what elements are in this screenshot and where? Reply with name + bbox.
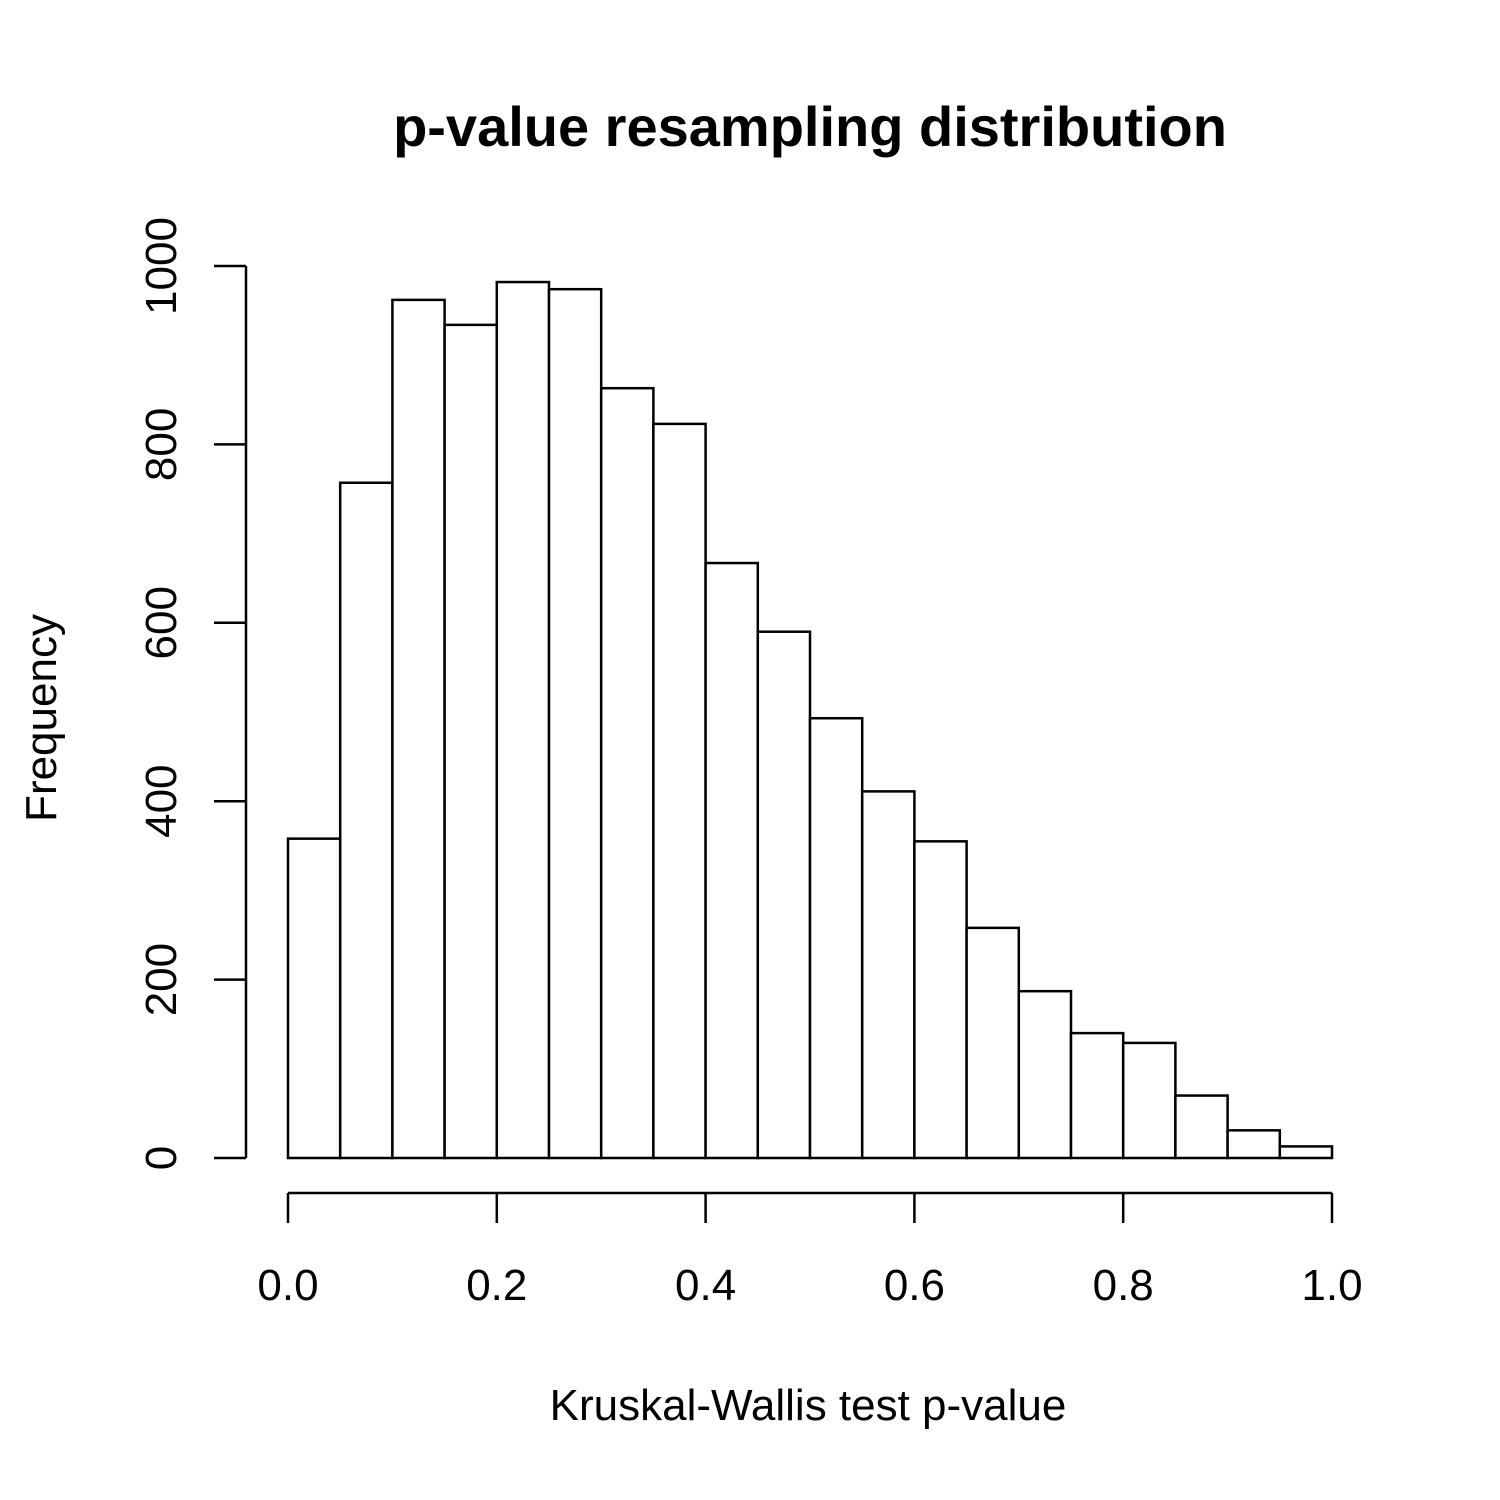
y-tick-label: 400 — [137, 764, 186, 837]
x-axis-label: Kruskal-Wallis test p-value — [550, 1381, 1067, 1430]
histogram-bar — [913, 840, 968, 1160]
y-tick-label: 1000 — [137, 217, 186, 315]
histogram-bar — [1017, 989, 1073, 1160]
y-axis-label: Frequency — [17, 614, 66, 822]
histogram-bar — [808, 716, 864, 1160]
y-tick-label: 800 — [137, 408, 186, 481]
histogram-bar — [1226, 1129, 1282, 1160]
histogram-bar — [704, 561, 760, 1160]
histogram-bar — [652, 422, 707, 1160]
histogram-bar — [1069, 1031, 1125, 1160]
x-tick-label: 0.4 — [675, 1261, 736, 1310]
y-tick-label: 200 — [137, 943, 186, 1016]
x-tick-label: 0.0 — [257, 1261, 318, 1310]
x-tick-label: 1.0 — [1301, 1261, 1362, 1310]
histogram-bar — [391, 298, 446, 1160]
x-axis: 0.0 0.2 0.4 0.6 0.8 1.0 — [257, 1191, 1363, 1310]
x-tick-label: 0.8 — [1093, 1261, 1154, 1310]
histogram-bar — [756, 630, 812, 1160]
chart-title: p-value resampling distribution — [393, 95, 1227, 158]
histogram-bar — [547, 287, 603, 1160]
y-tick-label: 0 — [137, 1146, 186, 1170]
histogram-bar — [443, 323, 499, 1160]
histogram-bar — [965, 926, 1021, 1160]
y-axis: 0 200 400 600 800 1000 — [137, 217, 248, 1170]
y-tick-label: 600 — [137, 586, 186, 659]
x-tick-label: 0.2 — [466, 1261, 527, 1310]
histogram-bar — [1174, 1094, 1229, 1160]
histogram-bar — [860, 790, 916, 1160]
histogram-bar — [599, 386, 655, 1160]
histogram-bar — [286, 837, 342, 1160]
histogram-bar — [1278, 1145, 1334, 1160]
x-tick-label: 0.6 — [884, 1261, 945, 1310]
histogram-bar — [338, 481, 394, 1160]
histogram-bar — [495, 280, 551, 1160]
bars-group — [286, 280, 1334, 1160]
histogram-bar — [1121, 1041, 1177, 1160]
